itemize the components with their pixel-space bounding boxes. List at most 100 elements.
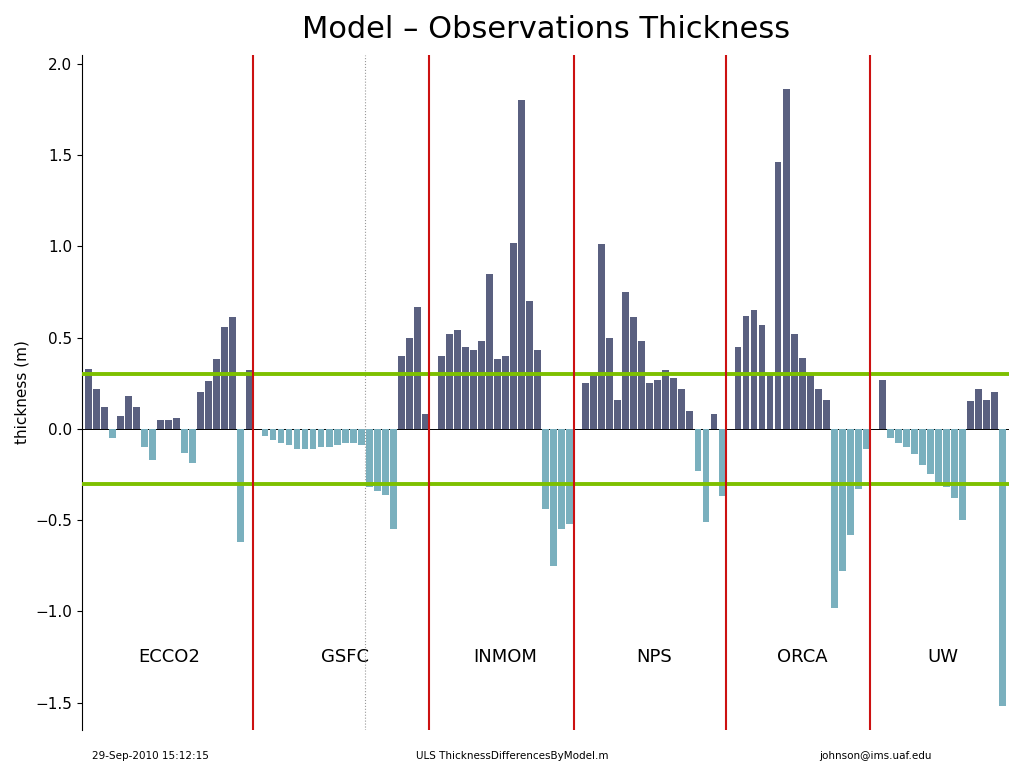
Bar	[110, 429, 116, 438]
Bar	[887, 429, 894, 438]
Bar	[334, 429, 341, 445]
Bar	[390, 429, 396, 529]
Bar	[158, 419, 164, 429]
Bar	[734, 346, 741, 429]
Bar	[935, 429, 942, 484]
Bar	[286, 429, 293, 445]
Bar	[863, 429, 869, 449]
Bar	[181, 429, 188, 452]
Bar	[767, 374, 773, 429]
Bar	[229, 317, 237, 429]
Bar	[221, 326, 228, 429]
Bar	[751, 310, 758, 429]
Bar	[702, 429, 710, 522]
Bar	[357, 429, 365, 445]
Bar	[975, 389, 982, 429]
Bar	[686, 411, 693, 429]
Bar	[711, 414, 718, 429]
Bar	[759, 325, 766, 429]
Bar	[309, 429, 316, 449]
Bar	[438, 356, 444, 429]
Bar	[663, 370, 670, 429]
Bar	[366, 429, 373, 487]
Bar	[278, 429, 285, 443]
Bar	[150, 429, 156, 460]
Bar	[830, 429, 838, 607]
Bar	[398, 356, 404, 429]
Bar	[775, 162, 781, 429]
Bar	[189, 429, 197, 464]
Text: johnson@ims.uaf.edu: johnson@ims.uaf.edu	[819, 751, 932, 761]
Bar	[350, 429, 356, 443]
Bar	[374, 429, 381, 491]
Bar	[959, 429, 966, 520]
Bar	[382, 429, 389, 495]
Bar	[927, 429, 934, 475]
Bar	[206, 382, 212, 429]
Bar	[631, 317, 637, 429]
Bar	[558, 429, 565, 529]
Bar	[454, 330, 461, 429]
Bar	[895, 429, 902, 443]
Bar	[967, 402, 974, 429]
Bar	[550, 429, 557, 566]
Bar	[238, 429, 245, 542]
Bar	[302, 429, 308, 449]
Bar	[326, 429, 333, 447]
Bar	[542, 429, 549, 509]
Bar	[494, 359, 501, 429]
Bar	[782, 89, 790, 429]
Text: GSFC: GSFC	[322, 648, 369, 666]
Bar	[133, 407, 140, 429]
Bar	[294, 429, 300, 449]
Bar	[510, 243, 517, 429]
Bar	[879, 379, 886, 429]
Bar	[173, 418, 180, 429]
Bar	[999, 429, 1006, 707]
Bar	[526, 301, 532, 429]
Bar	[983, 399, 990, 429]
Bar	[855, 429, 861, 489]
Bar	[141, 429, 148, 447]
Text: ORCA: ORCA	[777, 648, 827, 666]
Bar	[623, 292, 629, 429]
Bar	[566, 429, 573, 524]
Bar	[198, 392, 204, 429]
Text: INMOM: INMOM	[473, 648, 538, 666]
Y-axis label: thickness (m): thickness (m)	[15, 340, 30, 444]
Bar	[638, 341, 645, 429]
Bar	[117, 416, 124, 429]
Text: UW: UW	[927, 648, 958, 666]
Bar	[422, 414, 429, 429]
Bar	[535, 350, 541, 429]
Bar	[791, 334, 798, 429]
Bar	[654, 379, 662, 429]
Bar	[406, 338, 413, 429]
Bar	[839, 429, 846, 571]
Bar	[470, 350, 477, 429]
Bar	[446, 334, 453, 429]
Bar	[583, 383, 589, 429]
Bar	[598, 244, 605, 429]
Bar	[269, 429, 276, 440]
Bar	[486, 273, 493, 429]
Bar	[478, 341, 484, 429]
Bar	[518, 101, 525, 429]
Bar	[646, 383, 653, 429]
Bar	[719, 429, 725, 496]
Bar	[815, 389, 821, 429]
Text: NPS: NPS	[636, 648, 672, 666]
Bar	[679, 389, 685, 429]
Bar	[823, 399, 829, 429]
Bar	[807, 374, 814, 429]
Bar	[606, 338, 613, 429]
Bar	[911, 429, 918, 455]
Bar	[246, 370, 252, 429]
Bar	[903, 429, 909, 447]
Text: 29-Sep-2010 15:12:15: 29-Sep-2010 15:12:15	[92, 751, 209, 761]
Bar	[951, 429, 957, 498]
Bar	[671, 378, 677, 429]
Bar	[93, 389, 100, 429]
Bar	[847, 429, 854, 535]
Bar	[943, 429, 950, 487]
